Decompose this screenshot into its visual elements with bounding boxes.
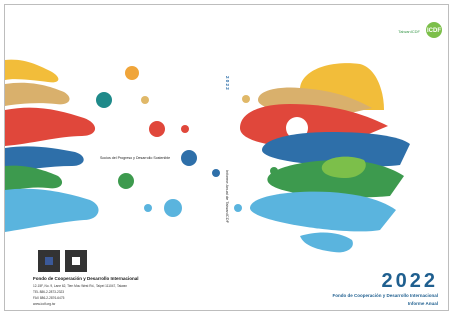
icon (164, 199, 182, 217)
logo-main: ICDF (427, 28, 441, 34)
year: 2022 (382, 270, 439, 292)
organization: Fondo de Cooperación y Desarrollo Intern… (33, 276, 139, 281)
qr-icon (45, 257, 53, 265)
dot (181, 125, 189, 133)
spine-year: 2 0 2 2 (225, 76, 230, 90)
dot (144, 204, 152, 212)
front-organization: Fondo de Cooperación y Desarrollo Intern… (332, 293, 438, 298)
report-title: Informe Anual (408, 301, 438, 306)
dot (242, 95, 250, 103)
icon (181, 150, 197, 166)
icon (125, 66, 139, 80)
qr-icon (72, 257, 80, 265)
slogan: Socios del Progreso y Desarrollo Sosteni… (100, 156, 170, 160)
tel: TEL 886-2-2873-2323 (33, 290, 64, 294)
dot (234, 204, 242, 212)
fax: FAX 886-2-2876-6475 (33, 296, 65, 300)
dot (141, 96, 149, 104)
icon (96, 92, 112, 108)
cover-spread: TaiwanICDF ICDF 2 0 2 2 Informe Anual de… (0, 0, 453, 315)
dot (212, 169, 220, 177)
spine-title: Informe Anual de TaiwanICDF (225, 170, 230, 224)
address: 12-15F, No. 9, Lane 62, Tien Mou West Rd… (33, 284, 127, 288)
page: TaiwanICDF ICDF 2 0 2 2 Informe Anual de… (0, 0, 453, 315)
website: www.icdf.org.tw (33, 302, 56, 306)
icon (118, 173, 134, 189)
icon (149, 121, 165, 137)
logo-text: TaiwanICDF (398, 29, 420, 34)
